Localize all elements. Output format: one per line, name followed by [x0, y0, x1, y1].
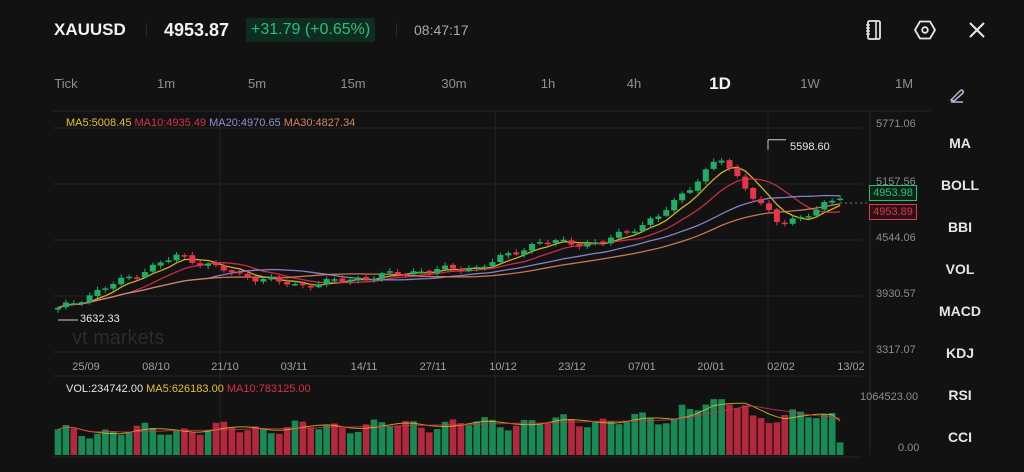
quote-time: 08:47:17 [414, 22, 469, 38]
ma30-value: MA30:4827.34 [283, 117, 356, 129]
indicator-vol[interactable]: VOL [945, 261, 975, 277]
date-label: 21/10 [211, 361, 239, 373]
divider [146, 23, 147, 37]
symbol-name: XAUUSD [54, 20, 126, 39]
high-price-label: 5598.60 [790, 141, 830, 153]
date-label: 25/09 [72, 361, 100, 373]
tab-30m[interactable]: 30m [441, 76, 467, 91]
volume-axis-label: 0.00 [898, 442, 920, 454]
indicator-kdj[interactable]: KDJ [945, 345, 974, 361]
tab-1h[interactable]: 1h [540, 76, 556, 91]
price-axis-label: 5771.06 [876, 118, 916, 130]
chart-annotations [58, 139, 868, 321]
volume-bars [54, 399, 844, 455]
tab-tick[interactable]: Tick [54, 76, 78, 91]
ma-legend: MA5:5008.45 MA10:4935.49 MA20:4970.65 MA… [66, 117, 355, 129]
date-label: 10/12 [489, 361, 517, 373]
tab-1m[interactable]: 1m [156, 76, 176, 91]
notebook-icon[interactable] [862, 18, 886, 42]
vol-ma10-value: MA10:783125.00 [226, 383, 311, 395]
indicator-ma[interactable]: MA [949, 135, 971, 151]
price-change-badge: +31.79 (+0.65%) [246, 18, 376, 42]
pen-icon[interactable] [948, 86, 966, 104]
vol-ma5-value: MA5:626183.00 [146, 383, 224, 395]
price-axis-label: 3317.07 [876, 344, 916, 356]
vol-value: VOL:234742.00 [66, 383, 144, 395]
indicator-rsi[interactable]: RSI [948, 387, 972, 403]
date-label: 08/10 [142, 361, 170, 373]
date-label: 27/11 [419, 361, 447, 373]
date-label: 02/02 [767, 361, 795, 373]
volume-legend: VOL:234742.00 MA5:626183.00 MA10:783125.… [66, 383, 311, 395]
header-bar: XAUUSD 4953.87 +31.79 (+0.65%) 08:47:17 [0, 0, 1024, 62]
ma5-value: MA5:5008.45 [66, 117, 132, 129]
volume-axis-label: 1064523.00 [860, 391, 919, 403]
indicator-cci[interactable]: CCI [947, 429, 973, 445]
date-label: 23/12 [558, 361, 586, 373]
settings-hex-icon[interactable] [913, 18, 937, 42]
tab-5m[interactable]: 5m [247, 76, 267, 91]
moving-average-lines [57, 166, 841, 309]
date-label: 20/01 [697, 361, 725, 373]
tab-4h[interactable]: 4h [626, 76, 642, 91]
ma10-value: MA10:4935.49 [134, 117, 207, 129]
ask-price-box: 4953.89 [869, 204, 917, 220]
date-label: 14/11 [350, 361, 378, 373]
indicator-macd[interactable]: MACD [939, 303, 981, 319]
date-label: 03/11 [280, 361, 308, 373]
date-label: 13/02 [837, 361, 865, 373]
tab-15m[interactable]: 15m [340, 76, 366, 91]
timeframe-tabs: Tick 1m 5m 15m 30m 1h 4h 1D 1W 1M [0, 72, 930, 100]
price-axis-label: 3930.57 [876, 288, 916, 300]
bid-price-box: 4953.98 [869, 185, 917, 201]
date-label: 07/01 [628, 361, 656, 373]
tab-1d[interactable]: 1D [709, 74, 731, 93]
tab-1m-month[interactable]: 1M [894, 76, 914, 91]
indicator-bbi[interactable]: BBI [947, 219, 973, 235]
price-axis-label: 4544.06 [876, 232, 916, 244]
chart-grid [52, 110, 930, 458]
current-price: 4953.87 [164, 20, 230, 40]
candlesticks [54, 157, 844, 313]
ma20-value: MA20:4970.65 [209, 117, 281, 129]
close-icon[interactable] [965, 18, 989, 42]
watermark-logo: vt markets [72, 327, 165, 349]
indicator-boll[interactable]: BOLL [940, 177, 980, 193]
divider [396, 23, 397, 37]
tab-1w[interactable]: 1W [800, 76, 820, 91]
low-price-label: 3632.33 [80, 313, 120, 325]
